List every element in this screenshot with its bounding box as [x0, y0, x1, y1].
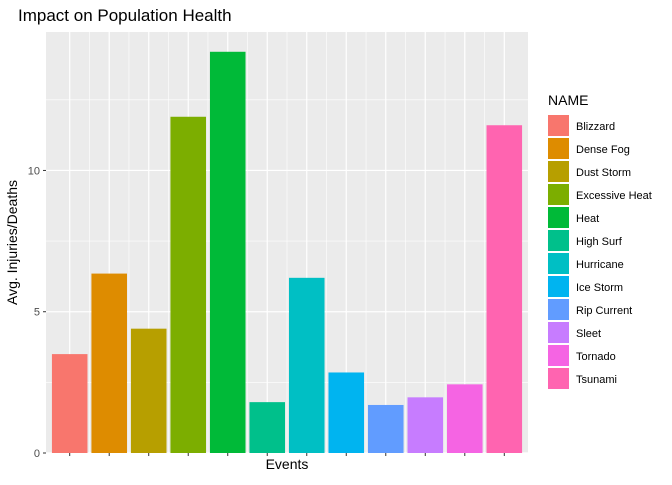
legend-key [548, 115, 569, 136]
legend-label: Blizzard [576, 121, 615, 133]
bar-hurricane [288, 277, 325, 453]
y-axis-label: Avg. Injuries/Deaths [4, 180, 20, 305]
legend-label: Tsunami [576, 374, 617, 386]
y-tick-label: 5 [34, 307, 40, 319]
bar-high-surf [249, 402, 286, 453]
legend-key [548, 368, 569, 389]
legend-item: Blizzard [548, 115, 615, 136]
legend-key [548, 276, 569, 297]
legend-key [548, 299, 569, 320]
legend-key [548, 207, 569, 228]
bar-heat [209, 51, 246, 453]
legend-item: Excessive Heat [548, 184, 652, 205]
legend-item: Ice Storm [548, 276, 623, 297]
bar-ice-storm [328, 372, 365, 453]
legend-item: High Surf [548, 230, 623, 251]
legend-label: Sleet [576, 328, 601, 340]
legend-item: Hurricane [548, 253, 624, 274]
legend-item: Tsunami [548, 368, 617, 389]
legend-label: Dust Storm [576, 167, 631, 179]
legend-item: Heat [548, 207, 599, 228]
y-tick-label: 10 [28, 165, 40, 177]
legend-key [548, 184, 569, 205]
chart-title: Impact on Population Health [18, 6, 232, 25]
legend-label: Heat [576, 213, 599, 225]
legend-item: Sleet [548, 322, 601, 343]
legend-key [548, 253, 569, 274]
legend-title: NAME [548, 92, 588, 108]
y-tick-label: 0 [34, 448, 40, 460]
legend-items: Blizzard Dense Fog Dust Storm Excessive Hea… [548, 115, 652, 389]
legend-key [548, 138, 569, 159]
legend-key [548, 322, 569, 343]
legend: NAME Blizzard Dense Fog Dust Storm Excessiv… [548, 92, 652, 389]
x-axis [69, 453, 505, 456]
legend-key [548, 230, 569, 251]
legend-label: Ice Storm [576, 282, 623, 294]
y-axis: 0 5 10 [28, 165, 46, 460]
bar-dense-fog [91, 273, 127, 453]
legend-label: High Surf [576, 236, 623, 248]
legend-label: Tornado [576, 351, 616, 363]
legend-item: Dust Storm [548, 161, 631, 182]
x-axis-label: Events [266, 456, 309, 472]
legend-label: Hurricane [576, 259, 624, 271]
bar-sleet [407, 397, 444, 453]
bar-dust-storm [130, 328, 167, 453]
bar-tornado [447, 384, 483, 453]
bar-blizzard [51, 354, 88, 453]
bar-rip-current [367, 404, 404, 453]
bar-excessive-heat [170, 116, 207, 453]
legend-item: Tornado [548, 345, 616, 366]
legend-label: Rip Current [576, 305, 632, 317]
legend-key [548, 345, 569, 366]
legend-item: Dense Fog [548, 138, 630, 159]
bar-tsunami [486, 125, 523, 453]
legend-label: Excessive Heat [576, 190, 652, 202]
legend-item: Rip Current [548, 299, 632, 320]
legend-key [548, 161, 569, 182]
legend-label: Dense Fog [576, 144, 630, 156]
bars [51, 51, 523, 453]
